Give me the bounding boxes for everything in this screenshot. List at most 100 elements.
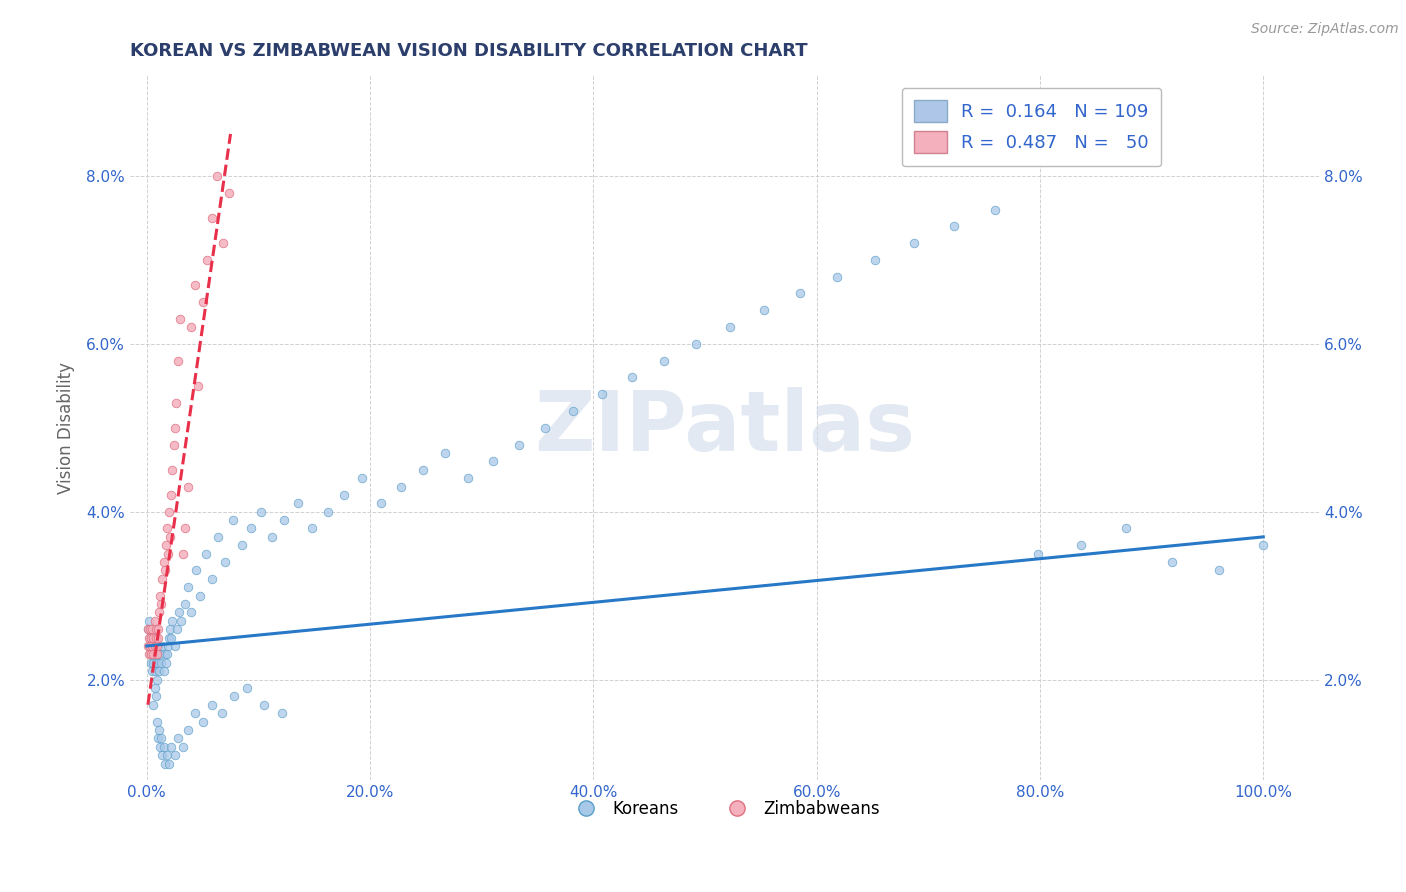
Point — [163, 748, 186, 763]
Point — [184, 278, 207, 293]
Point — [152, 748, 174, 763]
Point — [482, 454, 505, 468]
Point — [170, 614, 193, 628]
Point — [143, 614, 166, 628]
Point — [141, 639, 163, 653]
Point — [162, 437, 184, 451]
Point — [148, 723, 170, 737]
Point — [1026, 547, 1049, 561]
Point — [153, 564, 176, 578]
Point — [160, 488, 183, 502]
Point — [1208, 564, 1230, 578]
Point — [150, 656, 173, 670]
Point — [253, 698, 276, 712]
Point — [142, 648, 165, 662]
Point — [180, 606, 202, 620]
Point — [138, 614, 160, 628]
Point — [141, 631, 163, 645]
Point — [825, 269, 848, 284]
Point — [1253, 538, 1275, 552]
Point — [534, 421, 557, 435]
Point — [138, 639, 160, 653]
Point — [184, 564, 207, 578]
Point — [180, 320, 202, 334]
Point — [177, 580, 200, 594]
Point — [943, 219, 966, 234]
Point — [156, 521, 179, 535]
Point — [157, 756, 180, 771]
Point — [167, 731, 190, 746]
Point — [139, 631, 162, 645]
Point — [562, 404, 585, 418]
Point — [863, 252, 886, 267]
Point — [146, 622, 169, 636]
Point — [156, 748, 179, 763]
Legend: Koreans, Zimbabweans: Koreans, Zimbabweans — [562, 794, 887, 825]
Point — [260, 530, 283, 544]
Point — [145, 631, 167, 645]
Point — [591, 387, 613, 401]
Point — [685, 336, 707, 351]
Point — [146, 639, 169, 653]
Point — [200, 698, 222, 712]
Point — [166, 622, 188, 636]
Point — [152, 664, 174, 678]
Point — [141, 639, 163, 653]
Point — [139, 648, 162, 662]
Point — [457, 471, 479, 485]
Point — [143, 681, 166, 695]
Text: KOREAN VS ZIMBABWEAN VISION DISABILITY CORRELATION CHART: KOREAN VS ZIMBABWEAN VISION DISABILITY C… — [129, 42, 807, 60]
Point — [146, 648, 169, 662]
Point — [156, 547, 179, 561]
Point — [149, 589, 172, 603]
Point — [231, 538, 253, 552]
Point — [301, 521, 323, 535]
Point — [155, 538, 177, 552]
Point — [207, 530, 229, 544]
Point — [211, 236, 233, 251]
Point — [218, 186, 240, 200]
Point — [146, 714, 169, 729]
Point — [142, 698, 165, 712]
Point — [153, 756, 176, 771]
Point — [163, 639, 186, 653]
Point — [1070, 538, 1092, 552]
Point — [984, 202, 1007, 217]
Point — [160, 739, 183, 754]
Point — [194, 547, 217, 561]
Point — [146, 648, 169, 662]
Point — [239, 521, 262, 535]
Point — [148, 606, 170, 620]
Point — [159, 622, 181, 636]
Point — [157, 505, 180, 519]
Point — [146, 673, 169, 687]
Point — [389, 479, 412, 493]
Point — [621, 370, 644, 384]
Point — [157, 631, 180, 645]
Point — [141, 648, 163, 662]
Point — [236, 681, 259, 695]
Point — [143, 639, 166, 653]
Point — [652, 353, 675, 368]
Point — [156, 648, 179, 662]
Point — [152, 572, 174, 586]
Point — [333, 488, 356, 502]
Point — [141, 664, 163, 678]
Point — [136, 622, 159, 636]
Point — [173, 521, 195, 535]
Text: ZIPatlas: ZIPatlas — [534, 387, 915, 468]
Point — [195, 252, 218, 267]
Point — [169, 311, 191, 326]
Point — [163, 421, 186, 435]
Point — [142, 631, 165, 645]
Point — [141, 622, 163, 636]
Point — [139, 639, 162, 653]
Point — [146, 631, 169, 645]
Point — [508, 437, 530, 451]
Point — [156, 639, 179, 653]
Point — [370, 496, 392, 510]
Point — [214, 555, 236, 569]
Point — [789, 286, 811, 301]
Point — [149, 739, 172, 754]
Point — [142, 656, 165, 670]
